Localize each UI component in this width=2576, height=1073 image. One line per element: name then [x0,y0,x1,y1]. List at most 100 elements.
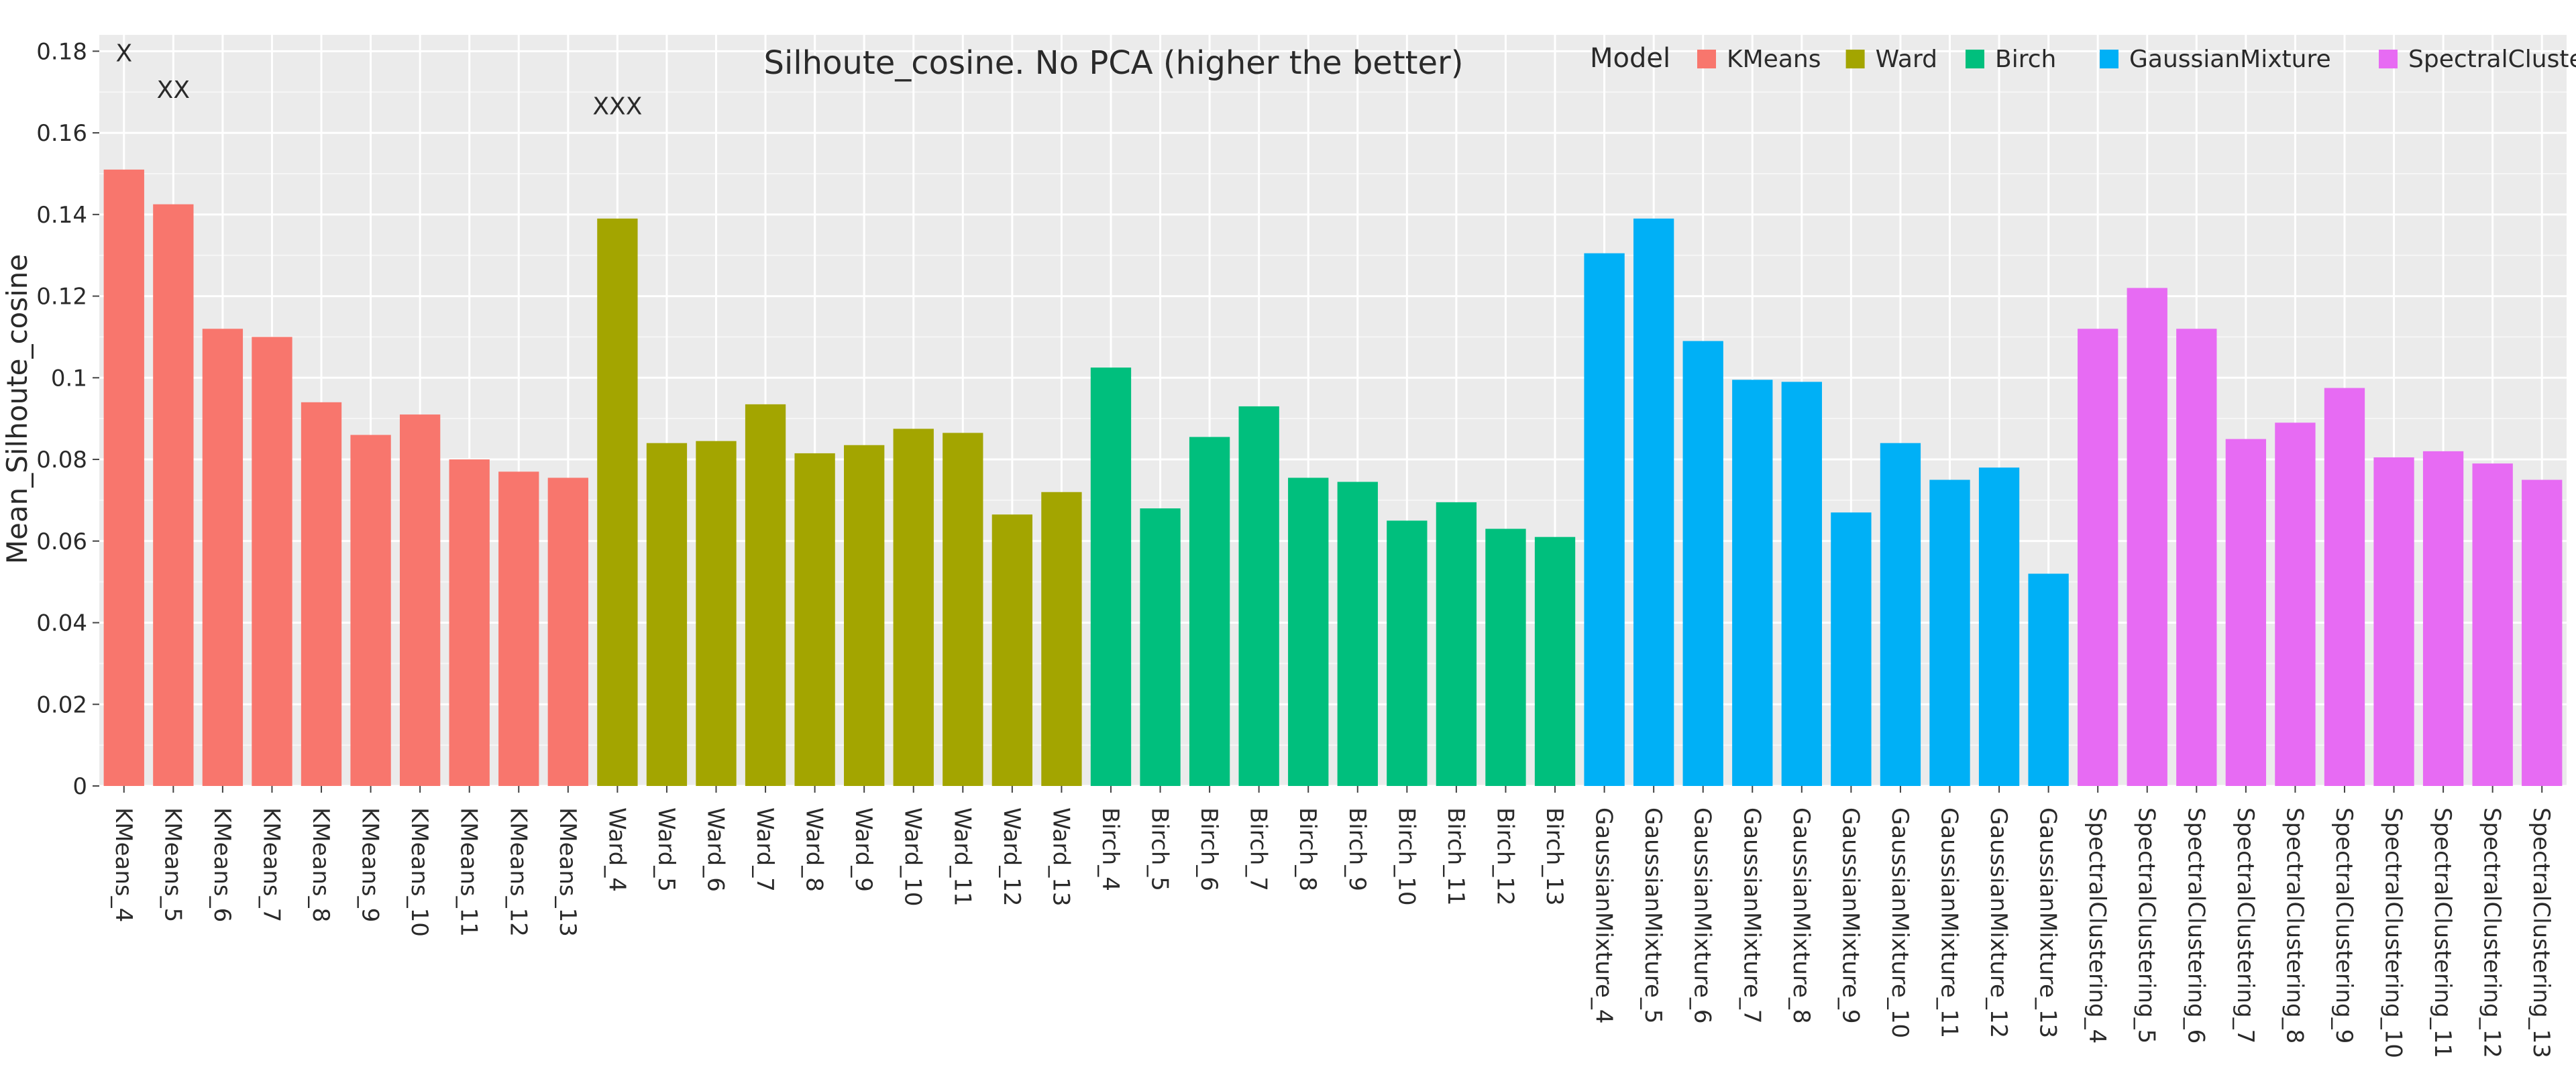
x-tick-label: Ward_4 [603,807,630,892]
x-tick-label: SpectralClustering_11 [2429,807,2456,1058]
x-tick-label: KMeans_5 [159,807,186,922]
x-tick-label: Ward_7 [751,807,778,892]
legend-title: Model [1590,43,1670,74]
bar-ward-5 [646,443,688,786]
x-tick-label: KMeans_12 [504,807,531,937]
x-tick-label: KMeans_10 [406,807,433,937]
bar-kmeans-6 [202,329,244,786]
y-tick-label: 0.14 [36,202,87,229]
x-tick-label: Birch_10 [1393,807,1419,906]
x-tick-label: GaussianMixture_10 [1886,807,1913,1038]
bar-birch-13 [1534,536,1576,786]
bar-ward-13 [1041,492,1082,786]
bar-gaussianmixture-13 [2028,573,2069,786]
x-tick-label: Birch_12 [1491,807,1518,906]
bar-kmeans-13 [547,477,588,786]
bar-spectralclustering-5 [2127,288,2167,786]
legend-label-gaussianmixture: GaussianMixture [2129,46,2331,73]
bar-spectralclustering-6 [2176,329,2217,786]
bar-kmeans-9 [350,435,391,786]
y-tick-label: 0.04 [36,610,87,637]
bars [103,169,2563,786]
x-tick-label: SpectralClustering_8 [2281,807,2308,1043]
x-tick-label: SpectralClustering_4 [2084,807,2110,1043]
x-tick-label: KMeans_8 [307,807,334,922]
legend-label-kmeans: KMeans [1727,46,1821,73]
x-tick-label: GaussianMixture_5 [1640,807,1666,1024]
x-tick-label: Birch_7 [1245,807,1272,891]
legend-swatch-kmeans [1697,50,1716,68]
y-tick-label: 0.1 [51,365,87,392]
bar-birch-8 [1288,477,1329,786]
x-tick-label: KMeans_6 [209,807,235,922]
bar-kmeans-8 [301,402,342,786]
x-axis: KMeans_4 KMeans_5 KMeans_6 KMeans_7 KMeans_8… [110,786,2555,1058]
legend-swatch-gaussianmixture [2100,50,2118,68]
y-tick-label: 0.08 [36,447,87,473]
annotation-label: XXX [592,93,642,121]
x-tick-label: KMeans_4 [110,807,137,922]
y-tick-label: 0.06 [36,528,87,555]
bar-ward-10 [893,429,934,786]
x-tick-label: GaussianMixture_11 [1936,807,1963,1038]
x-tick-label: SpectralClustering_9 [2330,807,2357,1043]
x-tick-label: GaussianMixture_13 [2035,807,2061,1038]
x-tick-label: SpectralClustering_12 [2479,807,2506,1058]
bar-spectralclustering-4 [2078,329,2118,786]
bar-gaussianmixture-4 [1584,253,1625,786]
x-tick-label: SpectralClustering_7 [2232,807,2259,1043]
x-tick-label: Ward_5 [653,807,680,892]
bar-birch-10 [1387,520,1428,786]
x-tick-label: GaussianMixture_9 [1837,807,1864,1024]
legend-label-birch: Birch [1995,46,2056,73]
x-tick-label: SpectralClustering_5 [2133,807,2160,1043]
x-tick-label: Ward_11 [949,807,975,907]
y-tick-label: 0.12 [36,284,87,310]
y-axis-title: Mean_Silhoute_cosine [1,254,34,564]
x-tick-label: Ward_13 [1047,807,1074,907]
bar-spectralclustering-7 [2225,439,2267,786]
y-axis: 0 0.02 0.04 0.06 0.08 0.1 0.12 0.14 0.16 0.18 [36,38,99,800]
x-tick-label: Ward_6 [702,807,729,892]
y-tick-label: 0.18 [36,38,87,65]
x-tick-label: Birch_8 [1294,807,1321,891]
bar-kmeans-4 [103,169,144,786]
bar-ward-7 [745,404,786,786]
bar-ward-6 [696,441,737,786]
bar-gaussianmixture-7 [1732,380,1773,786]
bar-ward-8 [794,453,835,786]
legend-swatch-ward [1845,50,1865,68]
bar-ward-9 [844,445,885,786]
x-tick-label: SpectralClustering_13 [2528,807,2555,1058]
bar-gaussianmixture-11 [1929,479,1970,786]
x-tick-label: Birch_6 [1195,807,1222,891]
legend-label-ward: Ward [1876,46,1937,73]
bar-spectralclustering-11 [2422,451,2464,786]
x-tick-label: Birch_5 [1146,807,1173,891]
bar-gaussianmixture-9 [1831,512,1872,786]
y-tick-label: 0.02 [36,691,87,718]
x-tick-label: KMeans_7 [258,807,284,922]
x-tick-label: GaussianMixture_6 [1689,807,1716,1024]
bar-gaussianmixture-10 [1880,443,1921,786]
bar-birch-4 [1090,368,1132,786]
x-tick-label: GaussianMixture_7 [1738,807,1765,1024]
bar-kmeans-11 [449,459,490,786]
legend: Model KMeans Ward Birch GaussianMixture Spec… [1590,43,2576,74]
x-tick-label: SpectralClustering_6 [2182,807,2209,1043]
bar-birch-9 [1337,482,1378,786]
bar-ward-4 [597,218,638,786]
annotation-label: XX [157,76,190,104]
bar-birch-12 [1485,528,1526,786]
annotation-label: X [115,40,132,67]
bar-spectralclustering-10 [2373,457,2414,786]
legend-label-spectralclustering: SpectralClustering [2408,46,2576,73]
x-tick-label: Birch_9 [1344,807,1371,891]
x-tick-label: GaussianMixture_12 [1985,807,2012,1038]
chart-title: Silhoute_cosine. No PCA (higher the bett… [764,44,1464,82]
bar-kmeans-12 [498,471,539,786]
bar-gaussianmixture-5 [1633,218,1674,786]
bar-spectralclustering-9 [2324,388,2365,786]
legend-swatch-spectralclustering [2379,50,2398,68]
